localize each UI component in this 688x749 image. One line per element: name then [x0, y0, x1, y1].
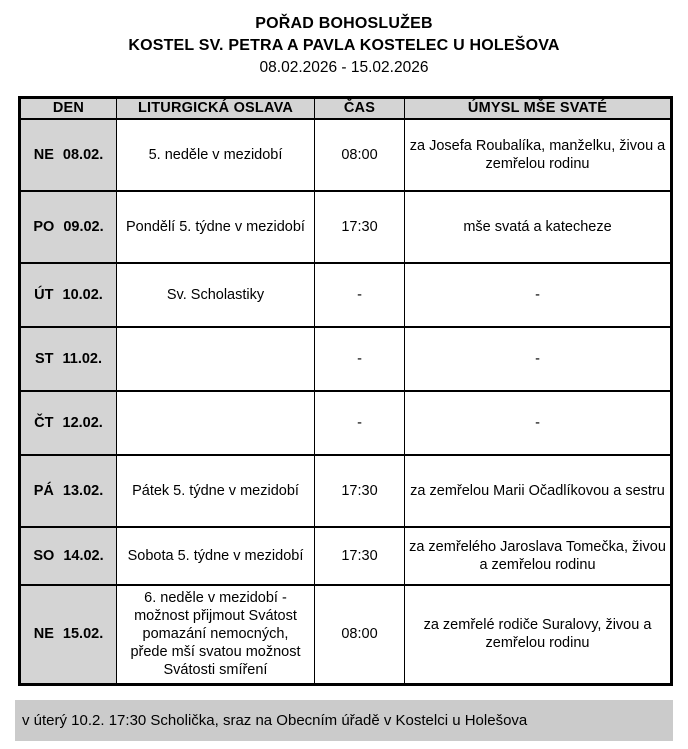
table-row: PÁ 13.02. Pátek 5. týdne v mezidobí 17:30…: [19, 453, 672, 528]
table-header-row: DEN LITURGICKÁ OSLAVA ČAS ÚMYSL MŠE SVAT…: [19, 96, 672, 120]
day-cell: ST 11.02.: [19, 325, 117, 392]
day-date: 08.02.: [62, 146, 104, 163]
time-cell: 08:00: [314, 583, 405, 686]
day-cell: NE 08.02.: [19, 117, 117, 192]
page-subtitle: KOSTEL SV. PETRA A PAVLA KOSTELEC U HOLE…: [128, 37, 560, 54]
footer-note-text: v úterý 10.2. 17:30 Scholička, sraz na O…: [22, 712, 528, 729]
footer-note-bar: v úterý 10.2. 17:30 Scholička, sraz na O…: [15, 700, 673, 741]
table-row: PO 09.02. Pondělí 5. týdne v mezidobí 17:…: [19, 189, 672, 264]
celebration-cell: Sv. Scholastiky: [116, 261, 315, 328]
time-cell: -: [314, 389, 405, 456]
day-date: 14.02.: [63, 547, 104, 564]
celebration-cell: Sobota 5. týdne v mezidobí: [116, 525, 315, 586]
time-cell: 08:00: [314, 117, 405, 192]
celebration-cell: Pondělí 5. týdne v mezidobí: [116, 189, 315, 264]
table-row: ÚT 10.02. Sv. Scholastiky - -: [19, 261, 672, 328]
celebration-cell: 5. neděle v mezidobí: [116, 117, 315, 192]
celebration-cell: Pátek 5. týdne v mezidobí: [116, 453, 315, 528]
day-date: 15.02.: [62, 626, 104, 643]
celebration-cell: [116, 325, 315, 392]
intention-cell: mše svatá a katecheze: [404, 189, 672, 264]
day-abbr: PO: [33, 218, 55, 235]
intention-cell: za zemřelého Jaroslava Tomečka, živou a …: [404, 525, 672, 586]
day-abbr: ČT: [34, 414, 54, 431]
day-date: 12.02.: [62, 414, 103, 431]
intention-cell: -: [404, 325, 672, 392]
col-header-liturgicka-oslava: LITURGICKÁ OSLAVA: [116, 96, 315, 120]
table-row: ČT 12.02. - -: [19, 389, 672, 456]
table-row: ST 11.02. - -: [19, 325, 672, 392]
day-abbr: ST: [34, 350, 54, 367]
intention-cell: za zemřelé rodiče Suralovy, živou a zemř…: [404, 583, 672, 686]
time-cell: -: [314, 325, 405, 392]
day-date: 13.02.: [62, 482, 104, 499]
day-abbr: NE: [33, 626, 54, 643]
time-cell: 17:30: [314, 525, 405, 586]
page-title: POŘAD BOHOSLUŽEB: [255, 15, 433, 32]
intention-cell: -: [404, 389, 672, 456]
day-abbr: SO: [33, 547, 55, 564]
page-header: POŘAD BOHOSLUŽEB KOSTEL SV. PETRA A PAVL…: [0, 0, 688, 79]
time-cell: 17:30: [314, 189, 405, 264]
day-date: 11.02.: [62, 350, 103, 367]
date-range: 08.02.2026 - 15.02.2026: [259, 59, 429, 76]
table-row: NE 08.02. 5. neděle v mezidobí 08:00 za J…: [19, 117, 672, 192]
col-header-den: DEN: [19, 96, 117, 120]
celebration-cell: 6. neděle v mezidobí - možnost přijmout …: [116, 583, 315, 686]
table-row: NE 15.02. 6. neděle v mezidobí - možnost …: [19, 583, 672, 686]
day-cell: NE 15.02.: [19, 583, 117, 686]
time-cell: -: [314, 261, 405, 328]
celebration-cell: [116, 389, 315, 456]
day-abbr: ÚT: [34, 286, 54, 303]
day-cell: PO 09.02.: [19, 189, 117, 264]
time-cell: 17:30: [314, 453, 405, 528]
day-cell: SO 14.02.: [19, 525, 117, 586]
intention-cell: za Josefa Roubalíka, manželku, živou a z…: [404, 117, 672, 192]
col-header-umysl: ÚMYSL MŠE SVATÉ: [404, 96, 672, 120]
day-date: 09.02.: [63, 218, 104, 235]
col-header-cas: ČAS: [314, 96, 405, 120]
intention-cell: za zemřelou Marii Očadlíkovou a sestru: [404, 453, 672, 528]
schedule-table: DEN LITURGICKÁ OSLAVA ČAS ÚMYSL MŠE SVAT…: [18, 96, 673, 686]
day-abbr: NE: [33, 146, 54, 163]
day-cell: ČT 12.02.: [19, 389, 117, 456]
day-date: 10.02.: [62, 286, 103, 303]
day-cell: PÁ 13.02.: [19, 453, 117, 528]
day-cell: ÚT 10.02.: [19, 261, 117, 328]
day-abbr: PÁ: [33, 482, 54, 499]
table-row: SO 14.02. Sobota 5. týdne v mezidobí 17:3…: [19, 525, 672, 586]
intention-cell: -: [404, 261, 672, 328]
